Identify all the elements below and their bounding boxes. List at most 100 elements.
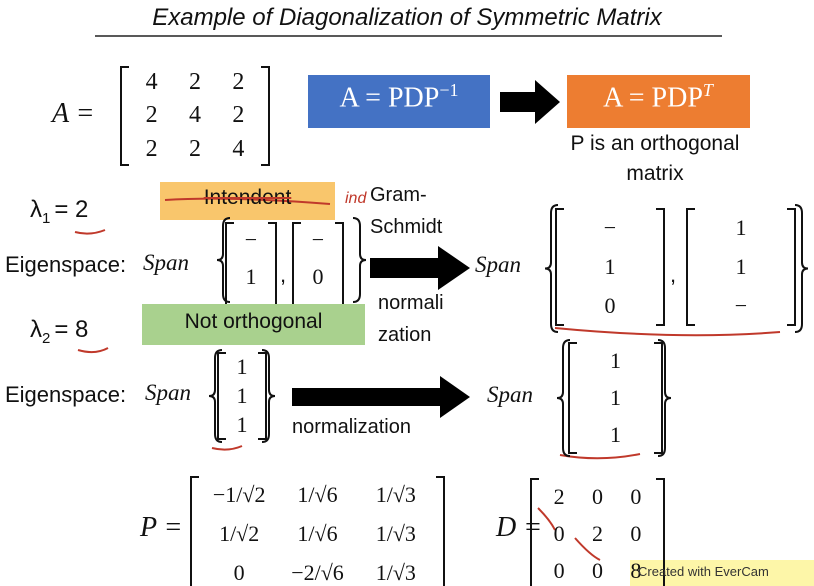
matrix-entry: 8 [630, 558, 642, 584]
formula-text: A = PDP [603, 82, 703, 114]
bracket-left [568, 342, 577, 454]
brace [556, 339, 571, 457]
blue-box [308, 75, 490, 128]
matrix-grid: 1 1 1 [578, 342, 653, 454]
span: Span [475, 252, 521, 277]
arrow [370, 246, 470, 290]
bracket-left [217, 352, 226, 440]
matrix-a: 4 2 2 2 4 2 2 2 4 [120, 66, 270, 166]
brace [261, 349, 276, 443]
matrix-label: D = [496, 512, 543, 543]
matrix-entry: 4 [145, 69, 158, 96]
bracket-right [656, 208, 665, 326]
matrix-grid: −1/√2 1/√6 1/√3 1/√2 1/√6 1/√3 0 −2/√6 1/√3 [200, 476, 435, 586]
matrix-entry: 1 [610, 422, 621, 448]
note: P is an orthogonal [570, 132, 740, 155]
method: normali [378, 292, 444, 314]
vector: 1 1 1 [217, 352, 267, 440]
bracket-left [555, 208, 564, 326]
matrix-entry: 2 [188, 135, 201, 162]
bracket-left [686, 208, 695, 326]
lambda: λ [30, 196, 42, 223]
lambda-value: = 8 [54, 316, 89, 343]
scribble: ind [345, 190, 367, 207]
bracket-left [120, 66, 129, 166]
matrix-entry: 0 [591, 483, 603, 509]
matrix-label: A = [52, 98, 95, 129]
matrix-entry: −1/√2 [212, 482, 266, 508]
method: Gram- [370, 184, 427, 206]
matrix-entry: 1 [236, 382, 248, 408]
span: Span [145, 380, 191, 405]
matrix-entry: 2 [145, 135, 158, 162]
matrix-entry: 4 [232, 135, 245, 162]
matrix-entry: 0 [233, 559, 245, 585]
eigenvalue: λ2 = 8 [30, 316, 88, 347]
span: Span [143, 250, 189, 275]
eigenspace-label: Eigenspace: [5, 252, 127, 277]
method: zation [378, 324, 432, 346]
eigenvalue: λ1 = 2 [30, 196, 88, 227]
note: matrix [626, 162, 684, 185]
brace [352, 217, 367, 303]
bracket-left [190, 476, 199, 586]
arrow [292, 376, 470, 418]
matrix-entry: 1 [735, 214, 747, 240]
matrix-entry: 1/√3 [375, 559, 416, 585]
matrix-grid: 1 1 1 [227, 352, 257, 440]
formula-sup: −1 [439, 80, 459, 100]
matrix-entry: 1/√3 [375, 520, 416, 546]
green-box [142, 304, 365, 345]
brace [794, 204, 809, 333]
span: Span [487, 382, 533, 407]
matrix-entry: 0 [630, 520, 642, 546]
formula: A = PDP−1 [308, 80, 490, 114]
matrix-entry: 2 [188, 69, 201, 96]
matrix-entry: − [734, 293, 748, 319]
bracket-right [258, 352, 267, 440]
matrix-entry: − [244, 227, 258, 253]
matrix-entry: 2 [232, 102, 245, 129]
method: Schmidt [370, 216, 443, 238]
matrix-entry: 0 [553, 520, 565, 546]
matrix-entry: 1/√6 [297, 482, 338, 508]
separator: , [280, 262, 287, 287]
matrix-entry: 0 [312, 263, 324, 289]
matrix-grid: − 1 0 [565, 208, 655, 326]
matrix-entry: −2/√6 [291, 559, 344, 585]
matrix-entry: 2 [232, 69, 245, 96]
eigenspace-label: Eigenspace: [5, 382, 127, 407]
matrix-grid: 1 1 − [696, 208, 786, 326]
bracket-left [530, 478, 539, 586]
arrow [500, 80, 560, 124]
matrix-entry: 2 [591, 520, 603, 546]
bracket-right [261, 66, 270, 166]
matrix-entry: 1 [236, 412, 248, 438]
brace [657, 339, 672, 457]
watermark-bg [630, 560, 814, 586]
slide-title: Example of Diagonalization of Symmetric … [152, 4, 662, 31]
matrix-entry: 2 [145, 102, 158, 129]
bracket-right [787, 208, 796, 326]
bracket-right [656, 478, 665, 586]
matrix-entry: 1 [245, 263, 257, 289]
matrix-label: P = [140, 512, 183, 543]
matrix-entry: 0 [553, 558, 565, 584]
braces [208, 204, 809, 457]
yellow-box [160, 182, 335, 220]
matrix-entry: 0 [591, 558, 603, 584]
matrix-entry: 1 [604, 253, 616, 279]
brace [544, 204, 559, 333]
bracket-right [654, 342, 663, 454]
formula: A = PDPT [567, 80, 749, 114]
matrix-p: −1/√2 1/√6 1/√3 1/√2 1/√6 1/√3 0 −2/√6 1/√3 [190, 476, 445, 586]
matrix-entry: 0 [630, 483, 642, 509]
matrix-grid: 4 2 2 2 4 2 2 2 4 [130, 66, 260, 166]
lambda: λ [30, 316, 42, 343]
matrix-entry: − [311, 227, 325, 253]
brace [216, 217, 231, 303]
matrix-entry: 4 [188, 102, 201, 129]
lambda-sub: 2 [42, 329, 51, 347]
